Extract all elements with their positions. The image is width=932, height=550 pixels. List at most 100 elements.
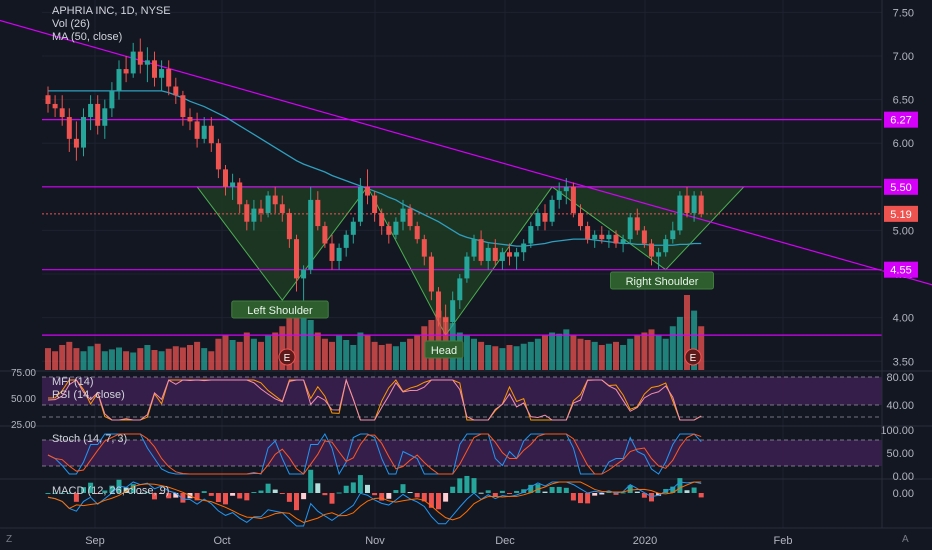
rsi-left-tick: 50.00 (11, 394, 36, 405)
macd-axis-tick: 0.00 (893, 488, 914, 500)
macd-histogram-bar (542, 491, 548, 493)
stoch-legend: Stoch (14, 7, 3) (52, 433, 127, 446)
candle-body (244, 204, 250, 222)
macd-signal-line (47, 481, 702, 524)
price-badge-label: 5.19 (890, 209, 911, 221)
volume-bar (499, 348, 506, 370)
right-shoulder-label: Right Shoulder (626, 276, 699, 288)
macd-histogram-bar (684, 490, 690, 493)
macd-histogram-bar (471, 478, 477, 493)
time-tick: Oct (213, 535, 230, 547)
macd-histogram-bar (258, 490, 264, 493)
price-tick: 5.00 (893, 225, 914, 237)
volume-bar (236, 341, 243, 370)
macd-histogram-bar (478, 492, 484, 494)
price-tick: 4.00 (893, 313, 914, 325)
candle-body (102, 108, 108, 126)
volume-bar (407, 338, 414, 370)
macd-histogram-bar (201, 491, 207, 493)
volume-bar (94, 343, 101, 370)
macd-histogram-bar (436, 493, 441, 510)
volume-bar (265, 335, 272, 370)
volume-bars (45, 295, 705, 370)
macd-histogram-bar (535, 484, 541, 493)
stoch-label[interactable]: Stoch (14, 7, 3) (52, 433, 128, 445)
volume-bar (613, 341, 619, 370)
volume-bar (364, 335, 371, 370)
macd-histogram-bar (215, 493, 221, 503)
candle-body (514, 252, 520, 257)
macd-histogram-bar (73, 493, 79, 502)
volume-bar (343, 340, 350, 370)
macd-histogram-bar (457, 478, 463, 493)
zoom-icon[interactable]: Z (6, 534, 13, 545)
candle-body (279, 204, 285, 213)
pattern-labels: Left Shoulder Head Right Shoulder E E (231, 271, 714, 366)
volume-bar (400, 341, 406, 370)
volume-bar (357, 332, 364, 370)
volume-bar (350, 345, 357, 370)
macd-histogram-bar (102, 490, 108, 493)
stoch-axis-tick: 100.00 (880, 425, 914, 437)
volume-bar (648, 329, 655, 370)
candle-body (620, 239, 626, 244)
macd-histogram-bar (173, 493, 179, 498)
candle-body (634, 217, 640, 231)
macd-histogram-bar (81, 487, 86, 493)
candle-body (613, 234, 619, 244)
macd-histogram-bar (279, 493, 285, 494)
candle-body (386, 226, 392, 235)
symbol-title[interactable]: APHRIA INC, 1D, NYSE (52, 5, 171, 17)
price-tick: 6.50 (893, 95, 914, 107)
candle-body (421, 239, 427, 257)
volume-bar (130, 352, 137, 370)
macd-histogram-bar (599, 493, 605, 495)
candle-body (407, 208, 413, 227)
candle-body (159, 69, 165, 78)
macd-histogram-bar (294, 493, 299, 511)
stoch-axis-tick: 0.00 (893, 471, 914, 483)
macd-histogram-bar (379, 493, 385, 501)
macd-histogram-bar (109, 485, 115, 493)
candle-body (663, 239, 669, 253)
macd-label[interactable]: MACD (12, 26, close, 9) (52, 485, 170, 497)
volume-bar (52, 351, 59, 370)
ma-label[interactable]: MA (50, close) (52, 31, 123, 43)
price-tick: 7.00 (893, 51, 914, 63)
volume-bar (272, 332, 279, 370)
macd-histogram-bar (329, 493, 335, 504)
volume-bar (385, 343, 392, 370)
mfi-label[interactable]: MFI (14) (52, 376, 94, 388)
candle-body (116, 69, 122, 91)
candle-body (301, 269, 307, 279)
macd-histogram-bar (265, 483, 271, 493)
macd-histogram-bar (343, 485, 349, 493)
candle-body (66, 117, 72, 139)
candle-body (428, 256, 434, 292)
macd-histogram-bar (45, 493, 51, 494)
volume-bar (286, 316, 293, 370)
volume-bar (577, 338, 584, 370)
macd-histogram-bar (95, 493, 101, 494)
rsi-label[interactable]: RSI (14, close) (52, 389, 125, 401)
volume-bar (392, 346, 399, 370)
price-badge-label: 5.50 (890, 182, 911, 194)
macd-histogram-bar (414, 493, 420, 498)
stoch-k-line (47, 433, 702, 476)
earnings-marker: E (690, 353, 697, 364)
auto-scale-icon[interactable]: A (902, 534, 909, 545)
candle-body (365, 186, 370, 196)
macd-histogram-bar (223, 493, 228, 505)
macd-histogram-bar (464, 475, 470, 493)
candle-body (329, 243, 335, 261)
macd-histogram-bar (152, 493, 157, 500)
volume-label[interactable]: Vol (26) (52, 18, 90, 30)
macd-histogram-bar (485, 490, 491, 493)
volume-bar (684, 295, 690, 370)
oscillator-panes: 80.00 40.00 75.00 50.00 25.00 100.00 50.00 0.00… (0, 368, 932, 529)
macd-histogram-bar (350, 482, 356, 493)
candle-body (549, 199, 555, 222)
candle-body (578, 212, 583, 227)
volume-bar (87, 346, 94, 370)
